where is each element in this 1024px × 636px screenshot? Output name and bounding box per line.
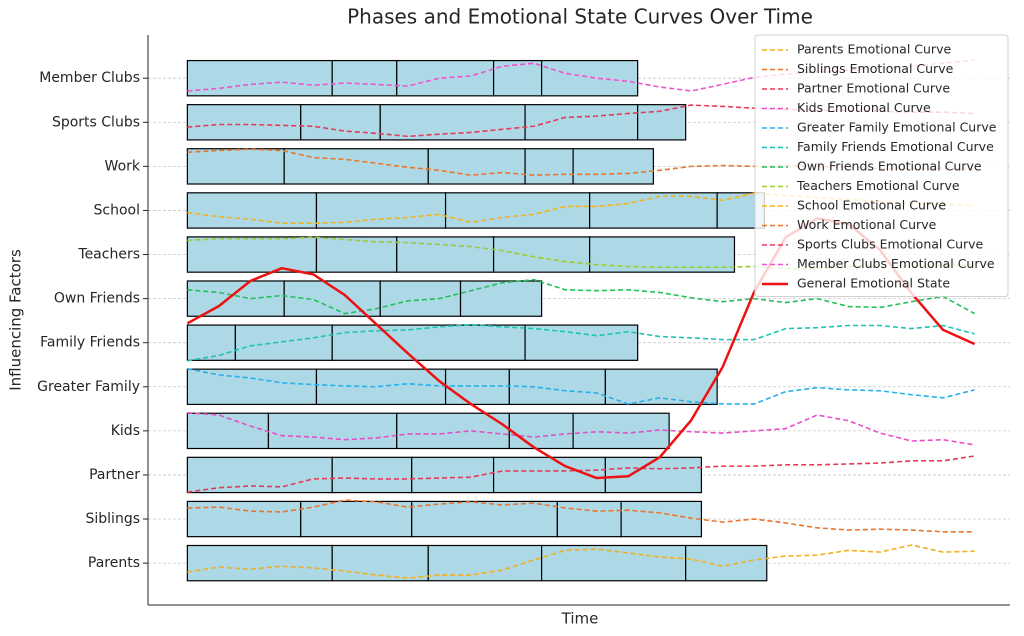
y-tick-label: Kids — [111, 423, 140, 439]
legend-label: Partner Emotional Curve — [797, 81, 950, 96]
phase-segment — [411, 500, 558, 538]
y-tick-label: Sports Clubs — [52, 114, 140, 130]
legend-label: Kids Emotional Curve — [797, 100, 931, 115]
legend-label: Work Emotional Curve — [797, 217, 937, 232]
phase-segment — [379, 104, 526, 141]
phase-segment — [331, 456, 413, 494]
phase-segment — [524, 148, 574, 185]
phase-segment — [186, 500, 302, 538]
legend-label: Own Friends Emotional Curve — [797, 159, 982, 174]
phase-segment — [556, 500, 622, 538]
phase-segment — [411, 456, 495, 494]
phase-segment — [186, 412, 270, 450]
legend-label: Greater Family Emotional Curve — [797, 120, 997, 135]
phase-segment — [572, 148, 654, 185]
phase-segment — [492, 59, 543, 97]
phase-segment — [427, 148, 526, 185]
phase-segment — [315, 236, 398, 273]
phase-segment — [444, 368, 510, 406]
phase-segment — [331, 59, 398, 97]
legend-label: Parents Emotional Curve — [797, 42, 951, 57]
y-tick-label: Greater Family — [37, 379, 140, 395]
phase-segment — [379, 280, 462, 317]
phase-segment — [541, 59, 639, 97]
emotional-curve — [187, 411, 975, 446]
phase-segment — [508, 412, 574, 450]
y-tick-label: School — [94, 202, 140, 218]
phase-segment — [685, 544, 768, 582]
emotional-curve — [187, 278, 975, 315]
x-axis-label: Time — [561, 610, 599, 628]
phase-segment — [589, 192, 718, 229]
phase-segment — [524, 104, 639, 141]
phase-segment — [492, 236, 591, 273]
phase-segment — [186, 236, 318, 273]
phase-segment — [186, 544, 333, 582]
legend-label: Sports Clubs Emotional Curve — [797, 237, 984, 252]
phase-segment — [572, 412, 670, 450]
chart-title: Phases and Emotional State Curves Over T… — [347, 5, 813, 29]
phase-segment — [604, 368, 718, 406]
phase-segment — [186, 148, 285, 185]
phase-segment — [444, 192, 591, 229]
legend-label: Member Clubs Emotional Curve — [797, 256, 995, 271]
emotional-curve — [187, 544, 975, 579]
phase-segment — [186, 280, 285, 317]
y-tick-label: Family Friends — [40, 335, 140, 351]
phase-segment — [186, 368, 318, 406]
phase-segment — [541, 544, 687, 582]
legend-box — [754, 34, 1009, 297]
legend-label: School Emotional Curve — [797, 198, 946, 213]
y-tick-label: Work — [105, 158, 141, 174]
phase-segment — [524, 324, 639, 361]
phase-segment — [620, 500, 703, 538]
legend-label: Family Friends Emotional Curve — [797, 139, 994, 154]
phase-segment — [300, 104, 381, 141]
emotional-curve — [187, 192, 975, 225]
y-tick-label: Teachers — [77, 247, 140, 263]
y-tick-label: Siblings — [86, 511, 141, 527]
phase-segment — [315, 192, 447, 229]
phase-segment — [331, 324, 526, 361]
legend-label: Siblings Emotional Curve — [797, 61, 954, 76]
phase-segment — [186, 59, 333, 97]
phase-segment — [459, 280, 543, 317]
legend-label: Teachers Emotional Curve — [796, 178, 960, 193]
phase-segment — [186, 324, 236, 361]
phase-segment — [396, 412, 510, 450]
emotional-curve — [187, 367, 975, 405]
phase-segment — [267, 412, 398, 450]
phase-segment — [637, 104, 687, 141]
phase-segment — [186, 104, 302, 141]
y-tick-label: Partner — [89, 467, 140, 483]
phase-segment — [234, 324, 333, 361]
phase-segment — [604, 456, 703, 494]
y-tick-label: Member Clubs — [39, 70, 140, 86]
y-axis-label: Influencing Factors — [7, 249, 25, 391]
emotional-curve — [187, 499, 975, 533]
phase-segment — [186, 192, 318, 229]
emotional-curve — [187, 455, 975, 493]
phase-segment — [186, 456, 333, 494]
y-tick-label: Parents — [88, 555, 140, 571]
legend-label: General Emotional State — [797, 276, 950, 291]
y-tick-label: Own Friends — [54, 291, 140, 307]
